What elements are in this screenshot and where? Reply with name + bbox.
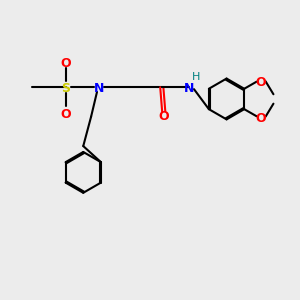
Text: O: O — [255, 76, 266, 88]
Text: O: O — [255, 112, 266, 125]
Text: O: O — [158, 110, 169, 124]
Text: O: O — [60, 57, 71, 70]
Text: N: N — [184, 82, 194, 95]
Text: S: S — [61, 82, 70, 95]
Text: N: N — [94, 82, 104, 95]
Text: H: H — [192, 72, 200, 82]
Text: O: O — [60, 108, 71, 121]
